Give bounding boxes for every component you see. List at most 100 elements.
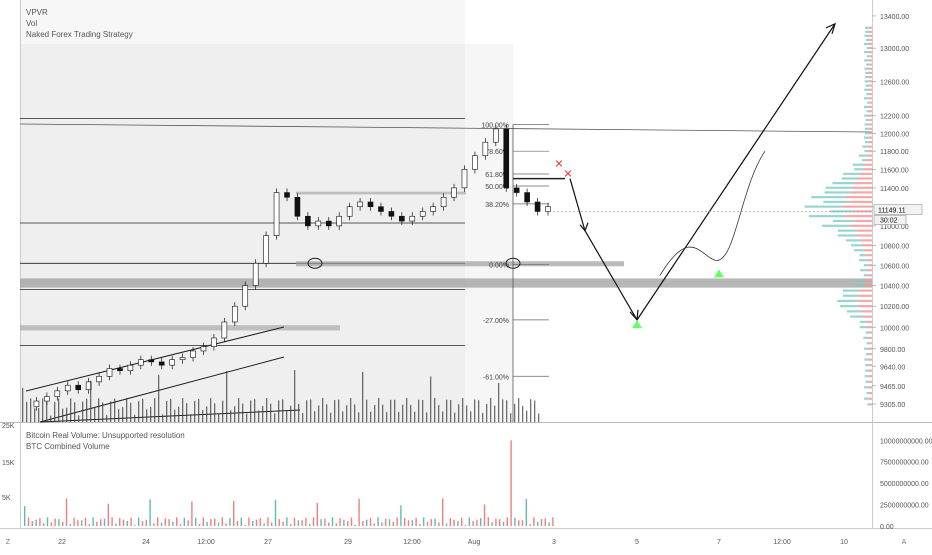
main-volume-bar xyxy=(490,398,492,422)
volume-bar xyxy=(84,517,87,526)
volume-profile-bar xyxy=(841,177,859,180)
volume-profile-bar xyxy=(824,191,851,194)
candle-body xyxy=(33,400,40,408)
volume-profile-bar xyxy=(868,80,872,83)
main-volume-bar xyxy=(46,402,48,422)
volume-profile-bar xyxy=(864,26,869,29)
volume-bar xyxy=(103,518,106,526)
y-tick-label: 10000.00 xyxy=(880,325,909,332)
volume-bar xyxy=(290,524,292,526)
main-volume-bar xyxy=(506,400,508,422)
volume-profile-bar xyxy=(865,353,870,356)
volume-profile-bar xyxy=(869,84,872,87)
volume-bar xyxy=(514,517,516,526)
legend-vpvr[interactable]: VPVR xyxy=(26,8,48,17)
zoom-icon: Z xyxy=(6,539,11,546)
volume-profile-bar xyxy=(866,110,870,113)
volume-profile-bar xyxy=(868,127,872,130)
volume-bar xyxy=(366,519,368,526)
volume-bar xyxy=(187,520,189,526)
legend-vol[interactable]: Vol xyxy=(26,19,38,28)
volume-profile-bar xyxy=(869,118,872,122)
volume-bar xyxy=(385,518,387,526)
main-volume-bar xyxy=(306,400,308,422)
timer-badge xyxy=(873,215,907,225)
volume-profile-bar xyxy=(864,149,869,153)
legend-combined-volume[interactable]: BTC Combined Volume xyxy=(26,442,110,451)
volume-bar xyxy=(126,520,128,526)
volume-profile-bar xyxy=(837,299,857,303)
volume-profile-bar xyxy=(865,363,869,367)
volume-profile-bar xyxy=(850,200,872,203)
volume-bar xyxy=(278,519,280,526)
volume-profile-bar xyxy=(868,347,872,350)
bottom-legend: Bitcoin Real Volume: Unsupported resolut… xyxy=(26,430,185,452)
volume-profile-bar xyxy=(867,159,872,162)
lower-zone xyxy=(20,325,340,331)
volume-profile-bar xyxy=(868,149,872,153)
main-volume-bar xyxy=(22,388,24,422)
volume-bar xyxy=(369,518,372,526)
x-tick-label: 24 xyxy=(142,539,150,546)
x-tick-label: 27 xyxy=(264,539,272,546)
volume-profile-bar xyxy=(863,264,869,267)
volume-bar xyxy=(134,524,136,526)
volume-profile-bar xyxy=(862,145,868,148)
x-tick-label: 5 xyxy=(635,539,639,546)
volume-bar xyxy=(297,520,299,526)
main-volume-bar xyxy=(366,399,368,422)
volume-profile-bar xyxy=(846,310,861,313)
main-volume-bar xyxy=(330,412,332,422)
volume-profile-bar xyxy=(864,80,869,83)
volume-bar xyxy=(160,522,163,526)
volume-profile-bar xyxy=(841,205,872,208)
main-volume-bar xyxy=(482,412,484,422)
volume-bar xyxy=(461,517,463,526)
volume-bar xyxy=(392,521,394,526)
legend-strategy[interactable]: Naked Forex Trading Strategy xyxy=(26,30,133,39)
volume-profile-bar xyxy=(866,391,870,395)
main-volume-bar xyxy=(486,404,488,422)
volume-profile-bar xyxy=(864,105,869,109)
volume-bar xyxy=(472,521,474,526)
main-volume-bar xyxy=(114,398,116,422)
x-tick-label: 12:00 xyxy=(197,539,215,546)
volume-bar xyxy=(487,517,489,526)
main-volume-bar xyxy=(362,371,364,422)
volume-bar xyxy=(464,524,467,526)
arrowhead xyxy=(579,222,589,232)
candle-body xyxy=(138,359,144,366)
main-volume-bar xyxy=(466,405,468,422)
legend-real-volume[interactable]: Bitcoin Real Volume: Unsupported resolut… xyxy=(26,431,185,440)
volume-bar xyxy=(309,524,311,526)
candle-body xyxy=(409,215,416,222)
main-volume-bar xyxy=(62,408,64,422)
volume-profile-bar xyxy=(868,369,872,372)
volume-bar xyxy=(100,519,102,526)
main-volume-bar xyxy=(474,399,476,422)
main-volume-bar xyxy=(30,398,32,422)
x-tick-label: 10 xyxy=(840,539,848,546)
volume-bar xyxy=(88,524,90,526)
candle-body xyxy=(357,201,363,208)
volume-profile-bar xyxy=(865,118,870,122)
main-volume-bar xyxy=(70,398,72,422)
volume-bar xyxy=(301,520,303,526)
volume-profile-bar xyxy=(869,92,872,96)
y-tick-label: 10400.00 xyxy=(880,284,909,291)
volume-profile-bar xyxy=(869,38,872,42)
volume-bar xyxy=(176,517,178,526)
volume-bar xyxy=(419,524,421,526)
volume-profile-bar xyxy=(859,172,872,175)
volume-profile-bar xyxy=(866,342,870,345)
volume-profile-bar xyxy=(851,186,872,189)
volume-bar xyxy=(381,522,383,526)
main-volume-bar xyxy=(310,399,312,422)
volume-profile-bar xyxy=(869,391,872,395)
volume-bar xyxy=(195,517,197,526)
main-volume-bar xyxy=(102,402,104,422)
channel-lower xyxy=(39,356,285,423)
volume-bar xyxy=(274,499,277,526)
